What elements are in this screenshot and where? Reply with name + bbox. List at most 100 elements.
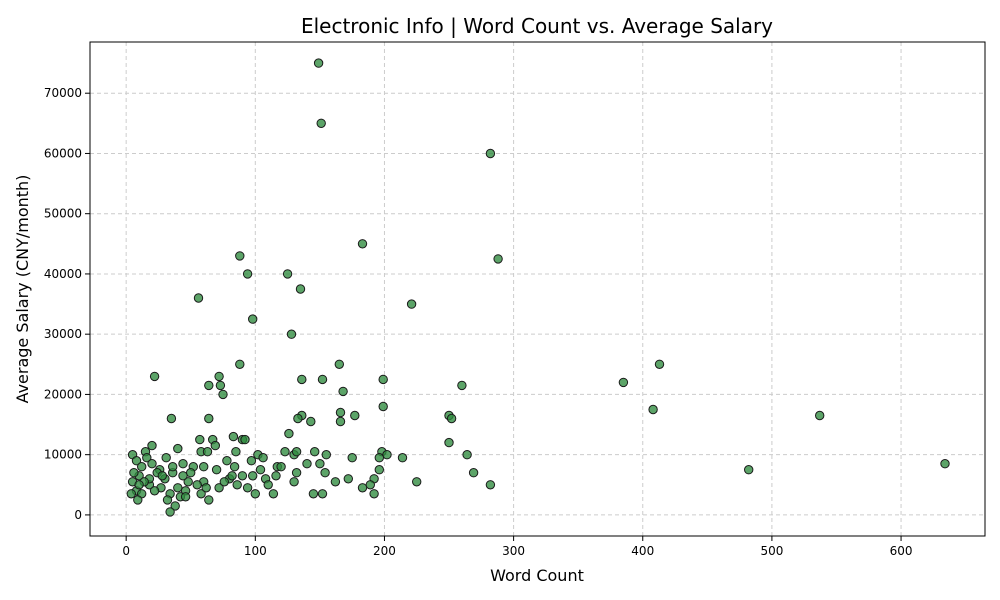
data-point <box>214 371 224 382</box>
data-point <box>343 474 353 484</box>
data-point <box>147 459 157 469</box>
y-tick-label: 60000 <box>44 146 82 160</box>
data-point <box>228 431 239 442</box>
data-point <box>282 269 293 279</box>
data-point <box>315 459 325 469</box>
data-point <box>242 483 253 493</box>
data-point <box>178 459 188 469</box>
data-point <box>240 434 250 445</box>
data-point <box>335 407 346 418</box>
data-point <box>133 495 143 505</box>
data-point <box>215 380 226 391</box>
data-point <box>313 58 324 68</box>
chart-title: Electronic Info | Word Count vs. Average… <box>301 14 773 38</box>
data-point <box>147 440 157 451</box>
data-point <box>237 471 248 481</box>
x-tick-label: 200 <box>373 544 396 558</box>
data-point <box>201 483 211 493</box>
data-point <box>161 453 171 463</box>
data-point <box>214 483 224 493</box>
data-point <box>382 450 392 460</box>
data-point <box>320 468 330 478</box>
data-point <box>302 459 312 469</box>
data-point <box>493 254 503 264</box>
data-point <box>654 359 665 369</box>
data-point <box>276 462 286 472</box>
x-axis-title: Word Count <box>490 566 584 585</box>
data-point <box>316 118 326 129</box>
data-point <box>291 447 302 457</box>
data-point <box>227 471 237 481</box>
data-point <box>406 299 417 309</box>
data-point <box>263 480 273 490</box>
data-point <box>218 389 228 400</box>
data-point <box>250 489 261 499</box>
data-point <box>235 359 245 369</box>
data-point <box>248 314 258 324</box>
data-point <box>126 489 137 499</box>
data-point <box>186 468 196 478</box>
data-point <box>242 269 253 279</box>
data-point <box>334 359 344 369</box>
data-point <box>297 374 307 385</box>
data-point <box>618 377 629 388</box>
data-point <box>365 480 375 490</box>
data-point <box>357 239 368 249</box>
data-point <box>232 480 242 490</box>
data-point <box>199 462 209 472</box>
data-point <box>462 450 472 460</box>
data-point <box>183 477 193 487</box>
data-point <box>162 495 173 505</box>
data-point <box>397 453 408 463</box>
data-point <box>204 380 214 391</box>
data-point <box>210 440 221 451</box>
data-point <box>255 465 266 475</box>
data-point <box>168 462 178 472</box>
y-tick-label: 30000 <box>44 327 82 341</box>
y-axis-title: Average Salary (CNY/month) <box>13 175 32 404</box>
data-point <box>173 443 183 454</box>
data-point <box>219 477 230 487</box>
y-axis-ticks: 0 10000 20000 30000 40000 50000 60000 70000 <box>44 86 90 522</box>
data-point <box>338 386 348 397</box>
x-tick-label: 100 <box>244 544 267 558</box>
data-point <box>248 471 258 481</box>
y-tick-label: 20000 <box>44 387 82 401</box>
data-point <box>170 501 180 511</box>
data-point <box>149 371 160 382</box>
data-point <box>149 486 160 496</box>
data-point <box>378 374 388 385</box>
data-point <box>648 404 658 415</box>
data-point <box>744 465 754 475</box>
data-point <box>940 459 950 469</box>
data-point <box>374 465 384 475</box>
data-point <box>165 507 175 517</box>
data-point <box>195 434 205 445</box>
y-tick-label: 50000 <box>44 207 82 221</box>
data-point <box>137 462 147 472</box>
data-point <box>192 480 202 490</box>
data-point <box>204 413 214 424</box>
data-point <box>293 413 303 424</box>
data-point <box>286 329 297 339</box>
y-tick-label: 40000 <box>44 267 82 281</box>
data-point <box>173 483 183 493</box>
data-point <box>157 471 168 481</box>
data-point <box>444 437 454 448</box>
data-point <box>347 453 357 463</box>
data-point <box>350 410 360 421</box>
y-tick-label: 10000 <box>44 448 82 462</box>
data-point <box>446 413 457 424</box>
x-tick-label: 300 <box>502 544 525 558</box>
data-point <box>308 489 319 499</box>
data-point <box>178 471 188 481</box>
data-point <box>258 453 268 463</box>
data-point <box>485 480 496 490</box>
data-point <box>180 492 191 502</box>
data-point <box>204 495 214 505</box>
data-point <box>268 489 279 499</box>
data-point <box>378 401 388 412</box>
data-point <box>374 453 384 463</box>
